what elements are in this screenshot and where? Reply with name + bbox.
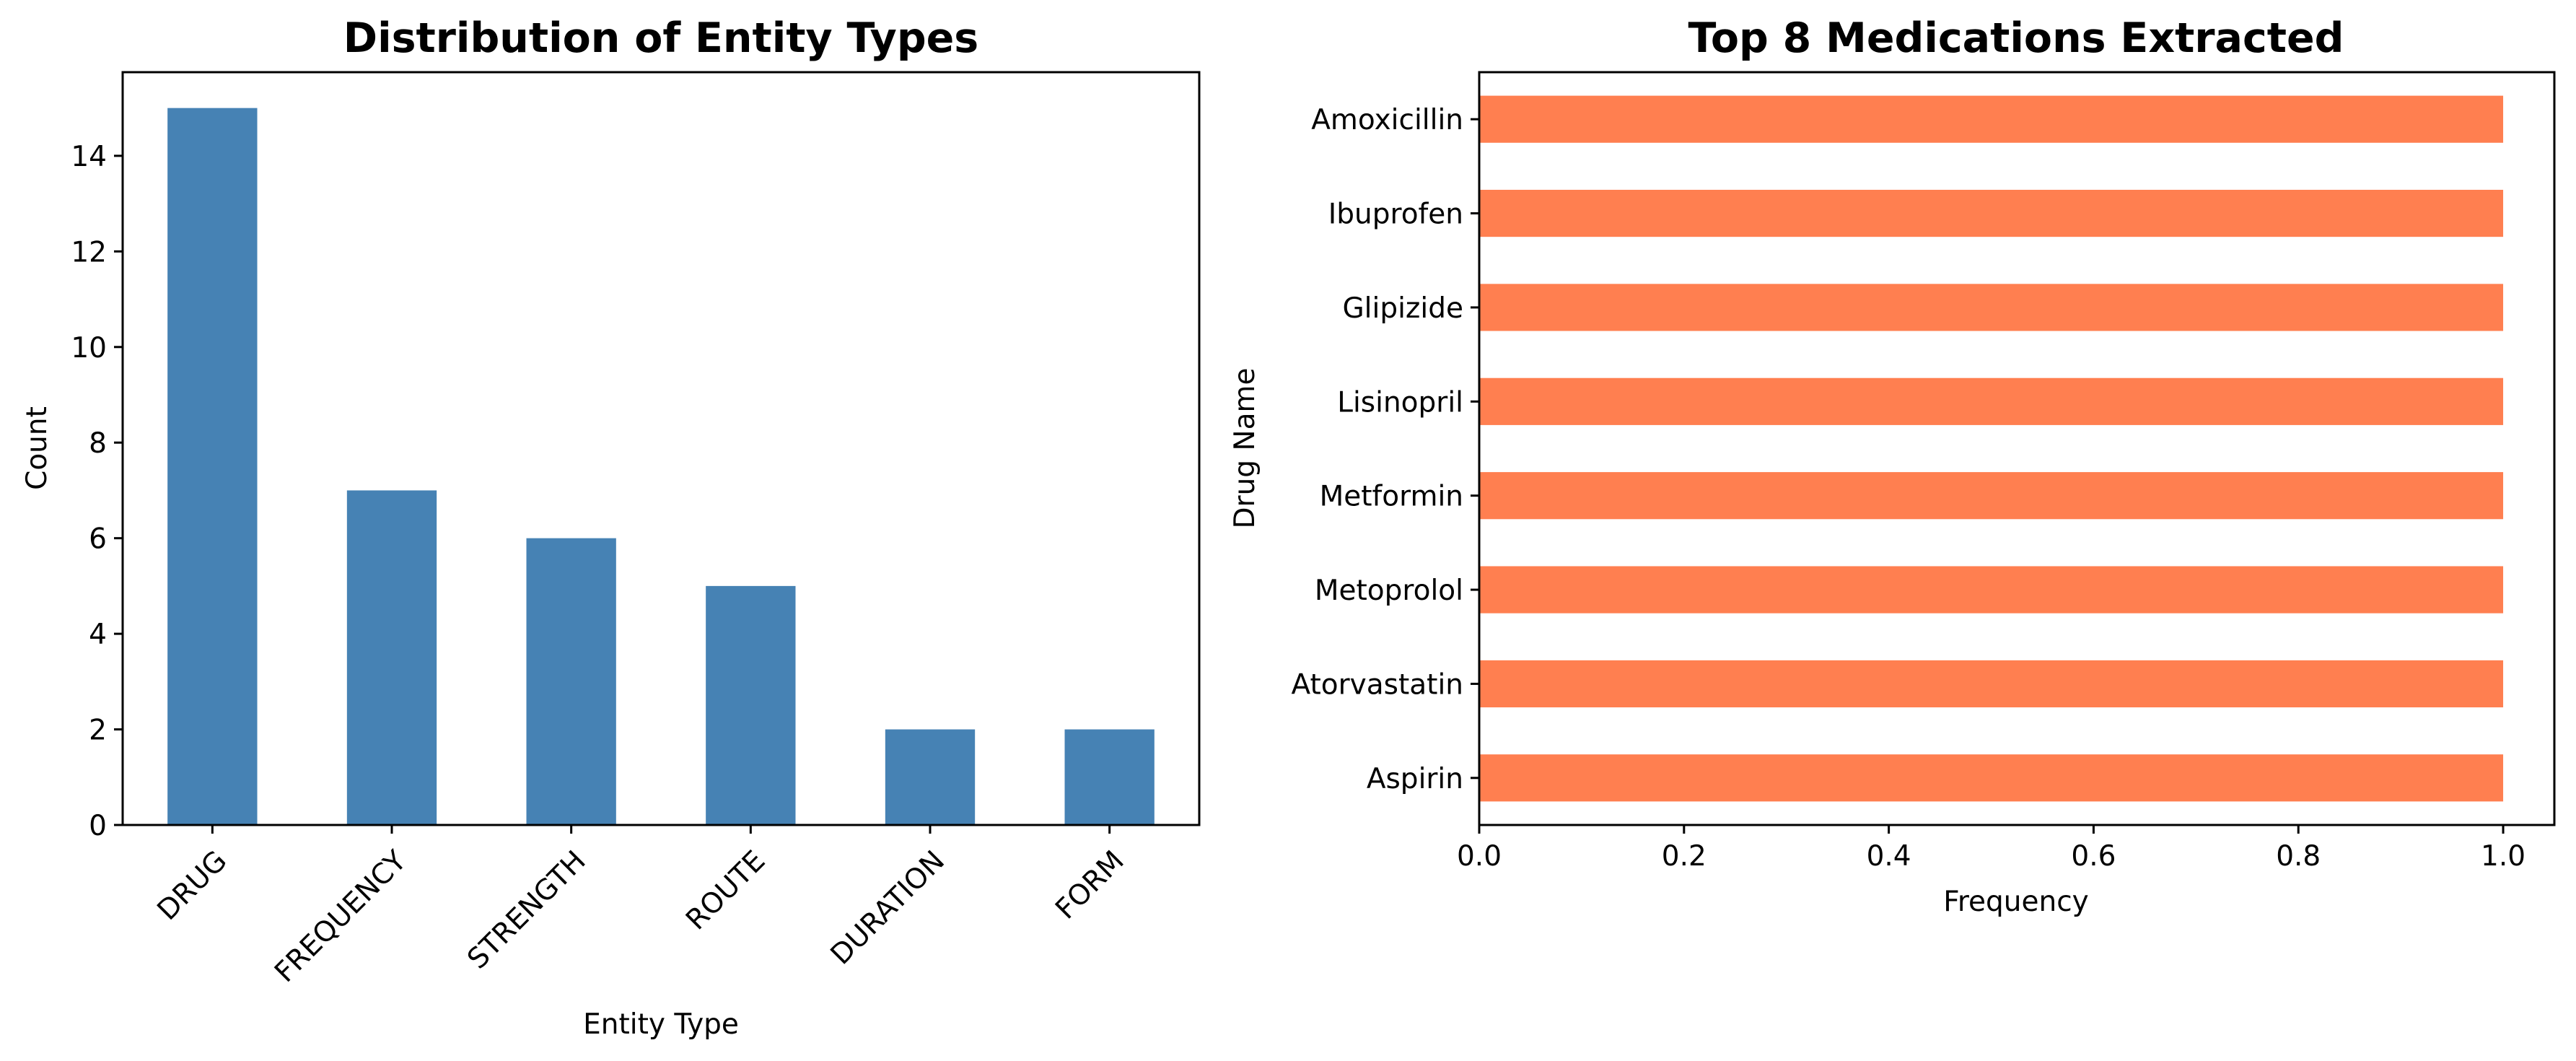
chart1-x-tick-label: FREQUENCY: [268, 844, 413, 989]
chart1-x-tick-label: DRUG: [152, 844, 234, 927]
chart1-bars: [167, 108, 1155, 825]
entity-type-chart: Distribution of Entity Types 0 2 4 6 8 10 12 14…: [21, 14, 1201, 1041]
chart2-y-tick-label: Metformin: [1320, 481, 1463, 513]
chart1-y-tick-label: 2: [89, 715, 107, 747]
chart1-x-tick-label: DURATION: [825, 844, 951, 971]
chart2-x-tick-label: 1.0: [2481, 840, 2525, 873]
chart2-axes-frame: [1478, 71, 2556, 826]
chart1-y-tick-label: 6: [89, 523, 107, 556]
chart1-y-axis-label: Count: [21, 406, 53, 490]
chart1-axes-frame: [121, 71, 1201, 826]
chart1-y-tick-label: 8: [89, 427, 107, 460]
chart2-title: Top 8 Medications Extracted: [1688, 14, 2344, 62]
chart1-x-tick-label: ROUTE: [680, 844, 771, 936]
chart2-bar-glipizide: [1479, 284, 2504, 331]
chart2-y-tick-label: Metoprolol: [1315, 575, 1463, 607]
chart1-x-ticks: DRUG FREQUENCY STRENGTH ROUTE DURATION FORM: [152, 825, 1131, 989]
chart2-x-tick-label: 0.4: [1867, 840, 1911, 873]
chart2-x-tick-label: 0.6: [2071, 840, 2116, 873]
chart2-x-ticks: 0.0 0.2 0.4 0.6 0.8 1.0: [1457, 825, 2525, 873]
chart1-title: Distribution of Entity Types: [343, 14, 978, 62]
chart1-x-tick-label: FORM: [1049, 844, 1130, 925]
chart2-x-axis-label: Frequency: [1943, 886, 2088, 918]
chart1-x-axis-label: Entity Type: [583, 1008, 739, 1041]
chart2-bar-atorvastatin: [1479, 660, 2504, 708]
chart2-x-tick-label: 0.0: [1457, 840, 1502, 873]
chart2-y-tick-label: Ibuprofen: [1328, 198, 1463, 231]
chart1-bar-route: [706, 585, 796, 825]
chart2-bars: [1479, 95, 2504, 802]
chart2-bar-metoprolol: [1479, 566, 2504, 614]
chart2-x-tick-label: 0.2: [1662, 840, 1707, 873]
chart2-bar-amoxicillin: [1479, 95, 2504, 143]
chart1-x-tick-label: STRENGTH: [461, 844, 592, 975]
chart2-bar-ibuprofen: [1479, 189, 2504, 237]
chart2-bar-aspirin: [1479, 754, 2504, 802]
chart1-bar-drug: [167, 108, 258, 825]
chart1-y-tick-label: 4: [89, 619, 107, 651]
chart2-y-tick-label: Aspirin: [1367, 763, 1463, 795]
chart2-y-tick-label: Glipizide: [1342, 292, 1463, 325]
chart2-y-axis-label: Drug Name: [1229, 368, 1261, 529]
chart1-y-tick-label: 0: [89, 810, 107, 842]
chart2-y-tick-label: Amoxicillin: [1311, 104, 1463, 136]
chart2-y-tick-label: Atorvastatin: [1291, 668, 1463, 701]
chart2-bar-lisinopril: [1479, 377, 2504, 425]
chart1-y-ticks: 0 2 4 6 8 10 12 14: [71, 141, 123, 842]
chart1-bar-strength: [526, 538, 616, 825]
chart1-y-tick-label: 12: [71, 236, 107, 268]
chart1-y-tick-label: 14: [71, 141, 107, 173]
chart1-bar-form: [1064, 729, 1155, 825]
chart2-x-tick-label: 0.8: [2276, 840, 2321, 873]
medication-chart: Top 8 Medications Extracted Amoxicillin I…: [1229, 14, 2556, 918]
chart2-y-ticks: Amoxicillin Ibuprofen Glipizide Lisinopril M…: [1291, 104, 1479, 795]
chart1-y-tick-label: 10: [71, 332, 107, 364]
chart1-bar-frequency: [346, 490, 437, 825]
chart2-y-tick-label: Lisinopril: [1337, 386, 1463, 419]
chart1-bar-duration: [885, 729, 976, 825]
chart2-bar-metformin: [1479, 472, 2504, 520]
